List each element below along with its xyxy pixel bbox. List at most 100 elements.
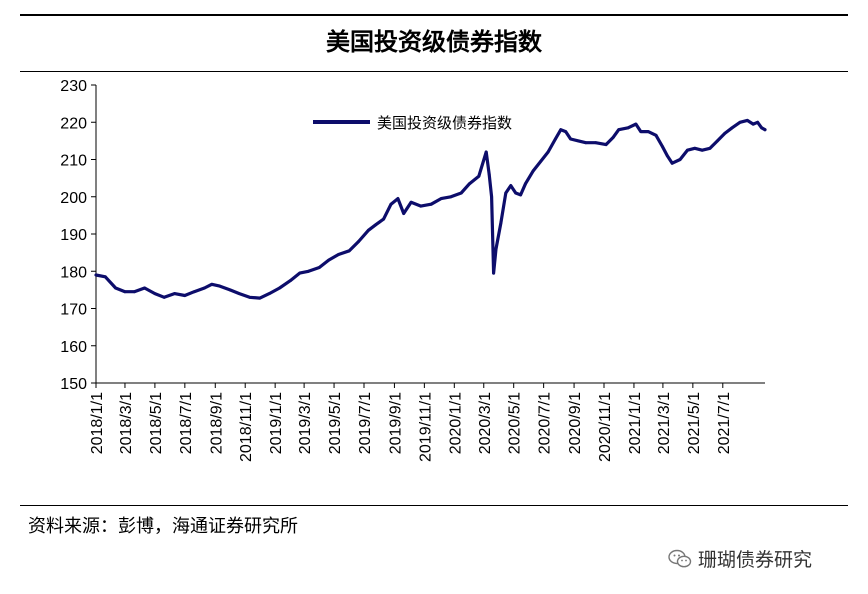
data-point [459,191,463,195]
data-point [490,195,493,199]
x-tick-label: 2019/7/1 [357,392,374,454]
watermark-text: 珊瑚债券研究 [698,549,813,571]
data-point [267,292,271,295]
data-point [307,269,310,273]
series-layer [94,118,767,300]
y-axis-ticks: 150 160 170 180 190 200 210 220 230 [60,78,96,393]
x-tick-label: 2018/9/1 [208,392,225,454]
data-point [654,133,658,137]
y-tick-label: 230 [60,78,87,95]
data-point [639,130,643,134]
data-point [487,173,491,176]
x-tick-label: 2019/5/1 [327,392,344,454]
data-point [439,197,443,201]
data-point [492,271,495,275]
data-point [278,286,281,290]
data-point [693,146,697,150]
legend-label: 美国投资级债券指数 [377,114,512,132]
data-point [153,292,157,295]
data-point [484,150,488,154]
data-point [499,221,503,225]
data-point [357,240,360,243]
x-tick-label: 2018/1/1 [89,392,106,454]
data-point [738,120,742,124]
data-point [183,294,187,297]
data-point [708,146,712,150]
x-tick-label: 2020/1/1 [447,392,464,454]
legend: 美国投资级债券指数 [313,114,512,132]
x-tick-label: 2020/9/1 [567,392,584,454]
data-point [604,143,608,147]
data-point [382,217,385,221]
data-point [203,286,206,290]
x-tick-label: 2018/7/1 [178,392,195,454]
data-point [564,130,568,134]
x-tick-label: 2020/7/1 [537,392,554,454]
x-tick-label: 2018/5/1 [148,392,165,454]
data-point [389,202,393,206]
data-point [143,286,147,290]
y-tick-label: 210 [60,153,87,170]
x-tick-label: 2018/11/1 [238,392,255,462]
x-tick-label: 2019/9/1 [387,392,404,454]
data-point [449,195,453,199]
data-point [519,193,522,197]
data-point [367,228,370,232]
title-rule [20,71,848,72]
data-point [210,282,214,286]
data-point [646,130,650,134]
chart-title: 美国投资级债券指数 [326,27,542,56]
data-point [429,202,433,206]
x-tick-label: 2021/5/1 [686,392,703,454]
data-point [192,290,196,294]
data-point [756,120,759,124]
data-point [763,128,767,132]
data-point [716,139,719,143]
x-tick-label: 2021/3/1 [656,392,673,454]
data-point [584,141,588,145]
data-point [409,200,413,204]
data-point [218,284,222,288]
x-tick-label: 2018/3/1 [118,392,135,454]
data-point [327,258,331,262]
data-point [419,204,423,208]
data-point [509,184,513,188]
data-point [611,135,615,139]
data-point [298,271,302,275]
data-point [132,290,136,294]
data-point [531,169,535,173]
data-point [514,191,518,195]
data-point [123,290,127,294]
x-axis-ticks: 2018/1/1 2018/3/1 2018/5/1 2018/7/1 2018/9/1… [89,383,733,462]
y-tick-label: 170 [60,302,87,319]
y-tick-label: 180 [60,264,87,281]
data-point [594,141,598,145]
data-point [539,160,543,163]
data-point [317,266,321,269]
data-point [337,253,340,256]
data-point [258,296,262,300]
x-tick-label: 2019/1/1 [268,392,285,454]
data-point [248,295,252,299]
data-point [661,145,664,148]
data-point [577,139,580,143]
data-point [477,174,481,178]
series-line [94,118,767,300]
data-point [468,182,471,186]
data-point [670,161,674,165]
data-point [634,122,638,126]
data-point [723,132,727,135]
data-point [402,212,406,215]
x-tick-label: 2019/11/1 [417,392,434,462]
data-point [114,286,117,290]
data-point [347,249,351,253]
data-point [289,279,292,282]
data-point [730,126,734,130]
data-point [396,197,400,201]
data-point [686,148,689,152]
x-tick-label: 2020/3/1 [477,392,494,454]
data-point [546,150,550,154]
watermark: 珊瑚债券研究 [668,545,812,572]
data-point [559,128,563,132]
